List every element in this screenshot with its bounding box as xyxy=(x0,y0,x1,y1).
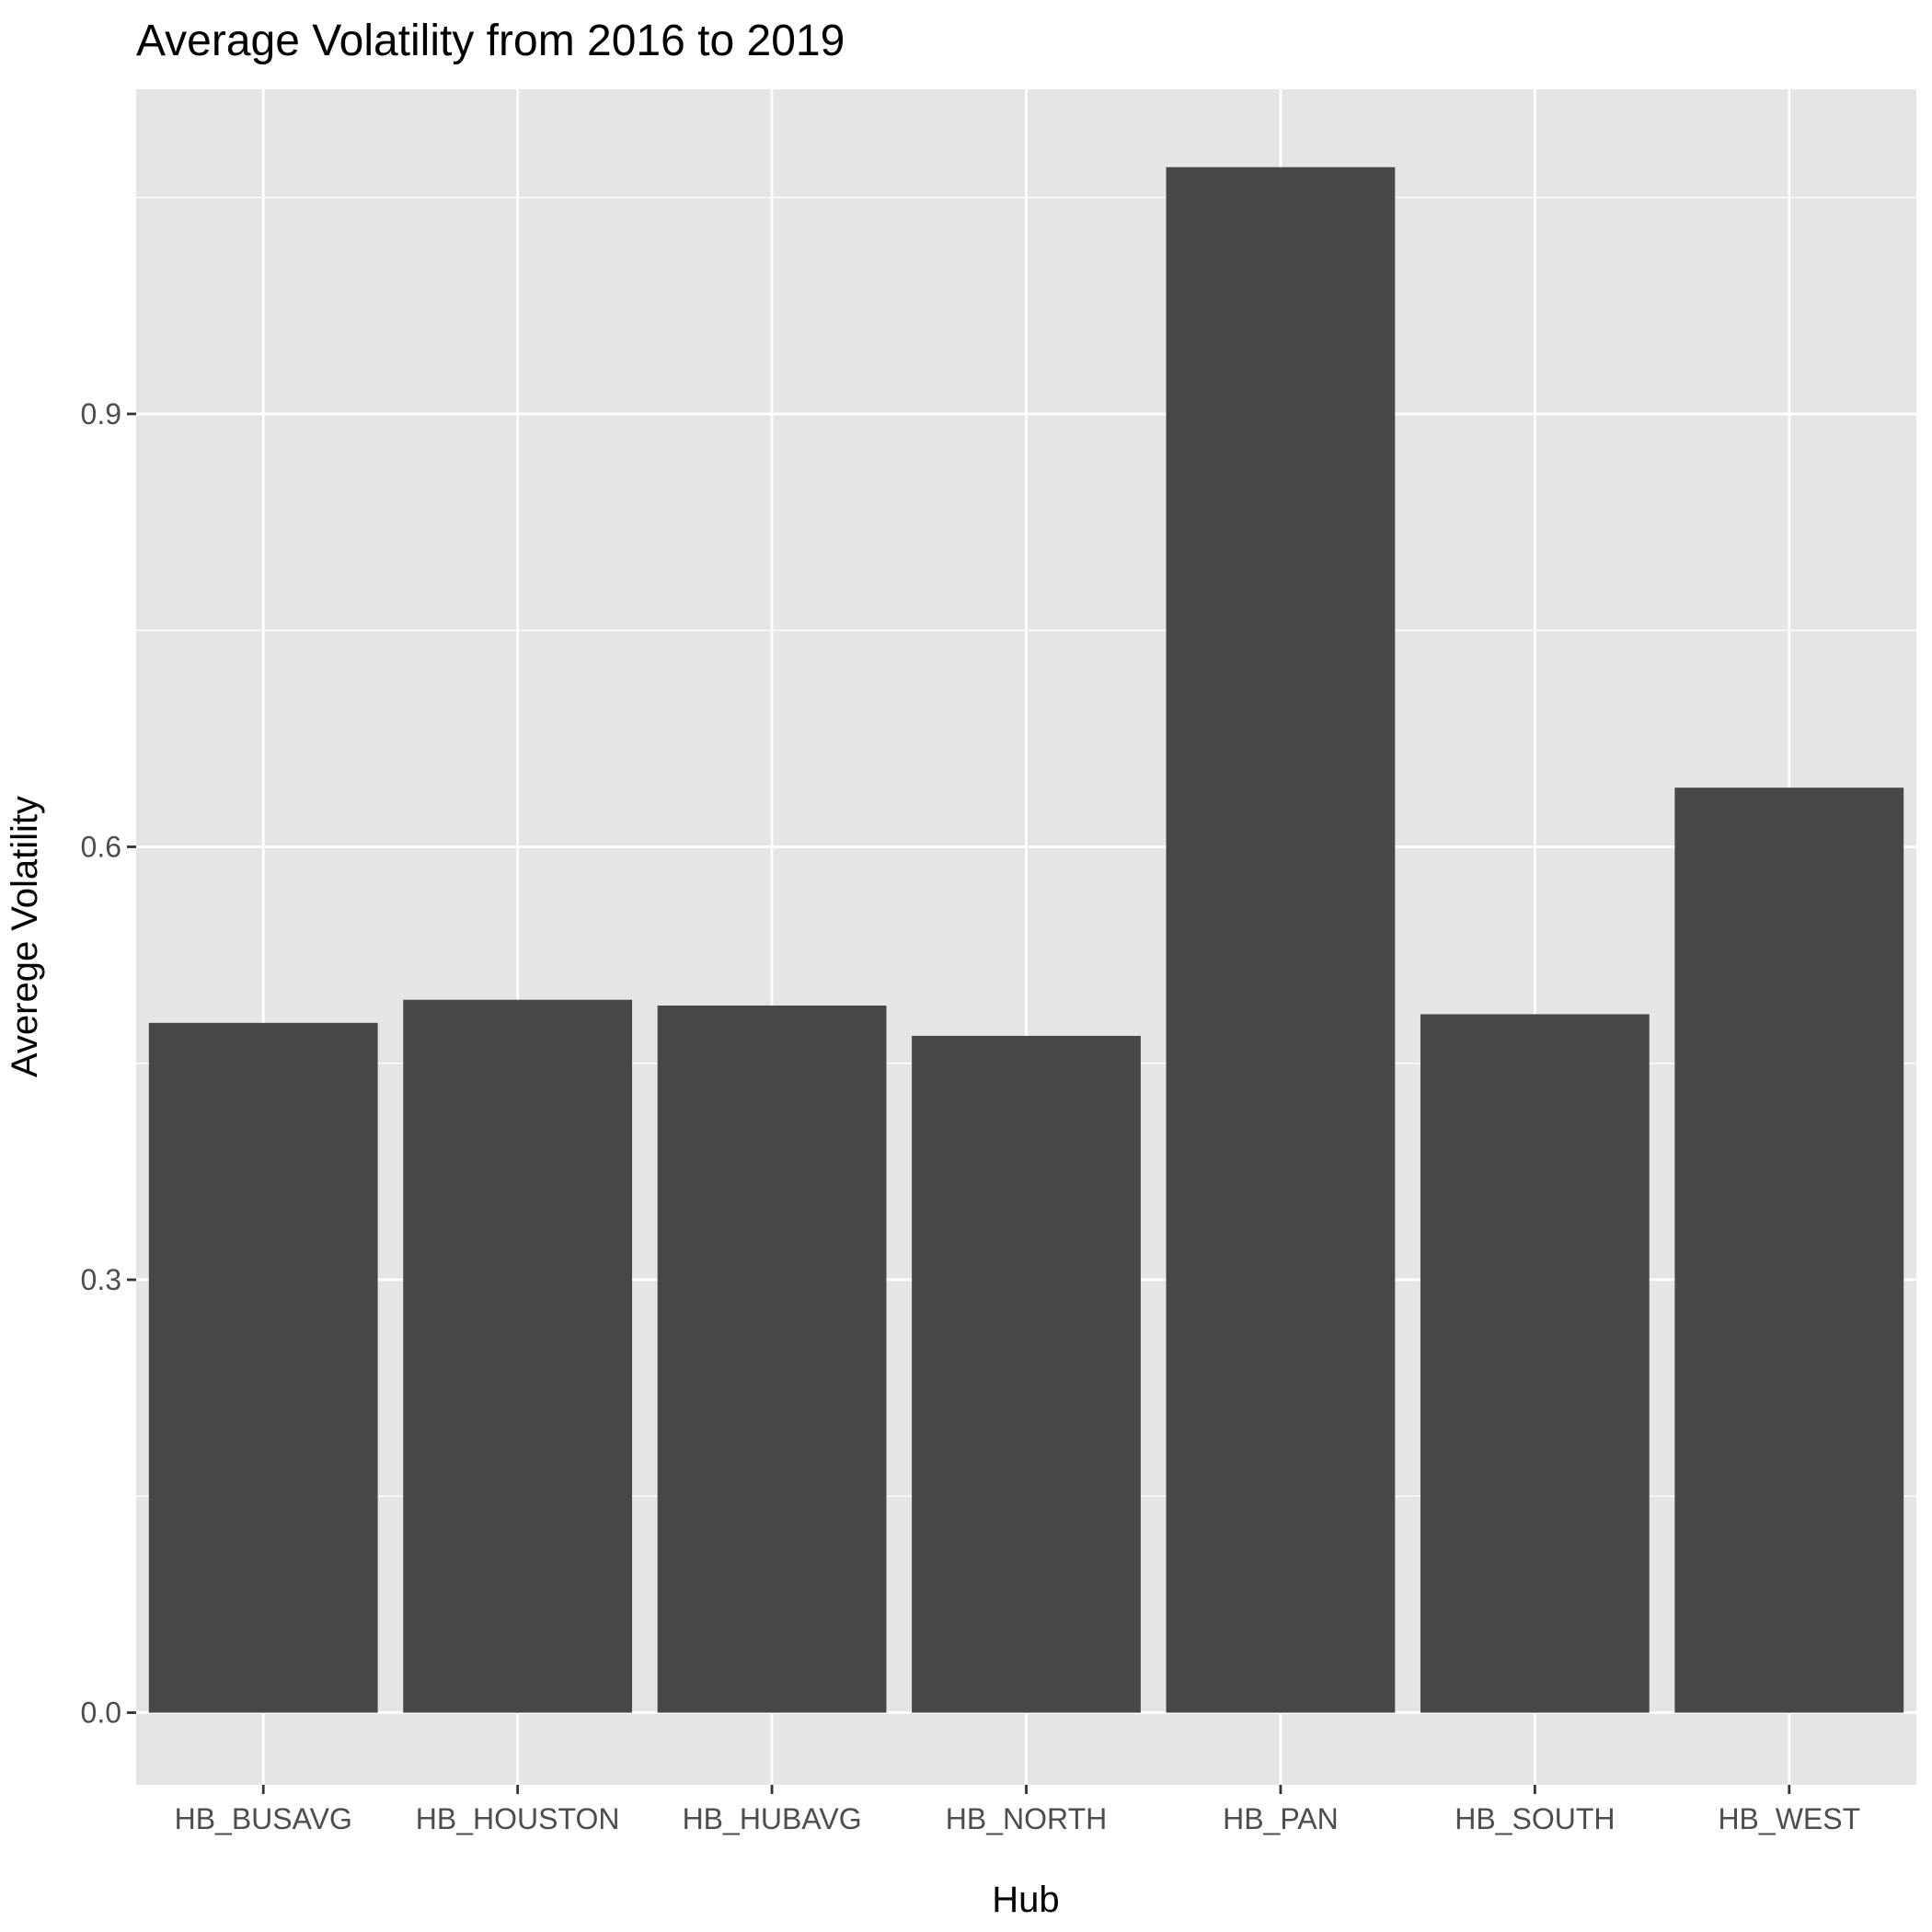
y-tick-label: 0.9 xyxy=(81,397,121,431)
y-tick-label: 0.3 xyxy=(81,1263,121,1296)
x-tick-label: HB_SOUTH xyxy=(1455,1802,1615,1835)
bar-hb-west xyxy=(1674,788,1904,1713)
bar-hb-south xyxy=(1420,1014,1650,1713)
x-tick-label: HB_WEST xyxy=(1718,1802,1860,1835)
bar-hb-houston xyxy=(403,999,633,1713)
x-axis-title: Hub xyxy=(992,1880,1059,1920)
x-tick-label: HB_BUSAVG xyxy=(175,1802,352,1835)
bar-hb-busavg xyxy=(148,1022,378,1713)
x-tick-label: HB_NORTH xyxy=(946,1802,1107,1835)
bars xyxy=(148,167,1904,1713)
bar-hb-pan xyxy=(1166,167,1396,1713)
y-axis: 0.0 0.3 0.6 0.9 xyxy=(81,397,136,1730)
y-tick-label: 0.0 xyxy=(81,1696,121,1730)
x-tick-label: HB_HUBAVG xyxy=(683,1802,862,1835)
x-tick-label: HB_PAN xyxy=(1223,1802,1339,1835)
x-axis: HB_BUSAVG HB_HOUSTON HB_HUBAVG HB_NORTH HB_P… xyxy=(175,1785,1860,1835)
bar-hb-hubavg xyxy=(657,1006,887,1713)
bar-hb-north xyxy=(912,1035,1141,1713)
x-tick-label: HB_HOUSTON xyxy=(416,1802,620,1835)
y-axis-title: Averege Volatility xyxy=(5,796,45,1077)
chart-title: Average Volatility from 2016 to 2019 xyxy=(136,17,845,65)
y-tick-label: 0.6 xyxy=(81,830,121,863)
